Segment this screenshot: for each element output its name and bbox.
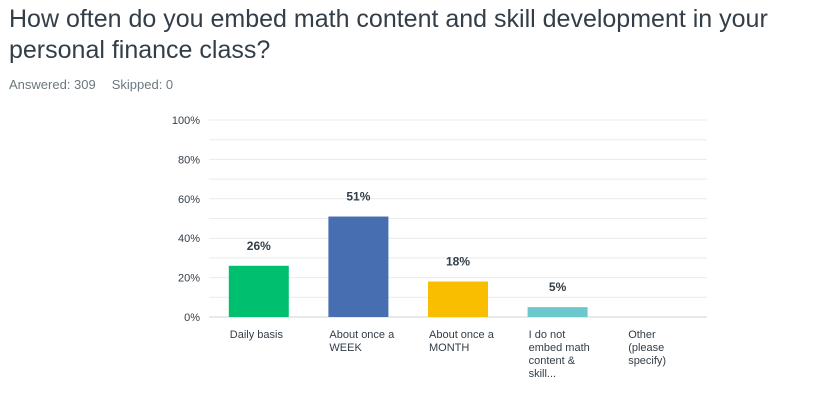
y-tick-label: 80% (178, 154, 200, 166)
data-label: 26% (247, 239, 271, 253)
y-tick-label: 60% (178, 194, 200, 206)
answered-count: Answered: 309 (9, 77, 96, 92)
question-title: How often do you embed math content and … (9, 5, 768, 64)
x-tick-label: Other (please specify) (628, 329, 666, 367)
data-label: 5% (549, 280, 567, 294)
x-tick-label: About once a WEEK (329, 329, 395, 354)
bar (328, 216, 389, 317)
y-tick-label: 100% (172, 115, 200, 127)
bar (228, 265, 289, 317)
x-tick-label: I do not embed math content & skill... (529, 329, 590, 380)
x-tick-label: About once a MONTH (429, 329, 495, 354)
data-label: 18% (446, 255, 470, 269)
x-tick-label: Daily basis (230, 329, 284, 341)
y-tick-label: 40% (178, 233, 200, 245)
data-label: 51% (346, 190, 370, 204)
bar (527, 307, 588, 317)
y-tick-label: 0% (184, 312, 200, 324)
response-stats: Answered: 309 Skipped: 0 (9, 77, 173, 92)
skipped-count: Skipped: 0 (111, 77, 174, 92)
bar (428, 281, 488, 317)
y-tick-label: 20% (178, 273, 200, 285)
